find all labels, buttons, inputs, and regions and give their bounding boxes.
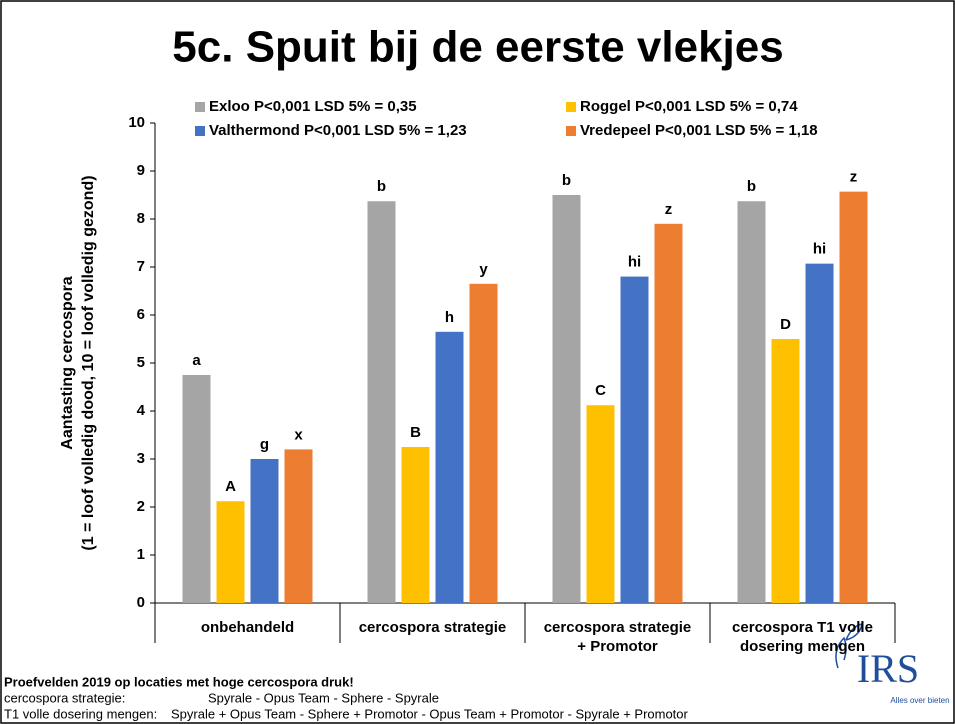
- x-tick-label: cercospora strategie: [544, 619, 692, 636]
- legend-swatch: [566, 102, 576, 112]
- bar: [654, 223, 683, 604]
- legend-swatch: [566, 126, 576, 136]
- footer-text: Spyrale + Opus Team - Sphere + Promotor …: [171, 706, 689, 721]
- x-tick-label: dosering mengen: [740, 638, 865, 655]
- bar: [737, 201, 766, 604]
- bar-letter: z: [850, 169, 858, 186]
- bar: [250, 459, 279, 603]
- legend-label: Valthermond P<0,001 LSD 5% = 1,23: [209, 122, 467, 139]
- y-tick-label: 4: [137, 402, 146, 419]
- bar-letter: b: [562, 172, 571, 189]
- logo-tagline: Alles over bieten: [890, 696, 949, 705]
- x-tick-label: cercospora strategie: [359, 619, 507, 636]
- bar-letter: hi: [813, 241, 826, 258]
- bar: [805, 263, 834, 603]
- bar-letter: hi: [628, 254, 641, 271]
- y-tick-label: 1: [137, 546, 145, 563]
- legend-swatch: [195, 126, 205, 136]
- logo-leaf: [835, 623, 863, 669]
- bar: [839, 191, 868, 603]
- bar-letter: g: [260, 436, 269, 453]
- bar: [182, 375, 211, 603]
- bar-letter: C: [595, 382, 606, 399]
- bar-letter: h: [445, 309, 454, 326]
- y-tick-label: 3: [137, 450, 145, 467]
- y-axis-label: Aantasting cercospora: [59, 276, 76, 449]
- bar: [216, 501, 245, 603]
- bar: [469, 283, 498, 603]
- bar: [586, 405, 615, 603]
- chart-title: 5c. Spuit bij de eerste vlekjes: [172, 23, 783, 72]
- y-tick-label: 0: [137, 594, 145, 611]
- bar: [435, 331, 464, 603]
- bar: [771, 339, 800, 603]
- x-tick-label: onbehandeld: [201, 619, 294, 636]
- x-tick-label: + Promotor: [577, 638, 658, 655]
- footer-heading: Proefvelden 2019 op locaties met hoge ce…: [4, 674, 354, 689]
- x-tick-label: cercospora T1 volle: [732, 619, 873, 636]
- bar: [367, 201, 396, 604]
- bar-letter: x: [294, 426, 303, 443]
- y-tick-label: 5: [137, 354, 145, 371]
- y-tick-label: 9: [137, 162, 145, 179]
- bar-letter: z: [665, 201, 673, 218]
- footer-term: T1 volle dosering mengen:: [4, 706, 157, 721]
- bar-letter: b: [377, 178, 386, 195]
- legend-label: Vredepeel P<0,001 LSD 5% = 1,18: [580, 122, 818, 139]
- bar: [620, 276, 649, 603]
- legend-swatch: [195, 102, 205, 112]
- legend-label: Roggel P<0,001 LSD 5% = 0,74: [580, 98, 798, 115]
- bar-letter: y: [479, 261, 488, 278]
- bar-letter: B: [410, 424, 421, 441]
- bar-letter: a: [192, 352, 201, 369]
- y-tick-label: 2: [137, 498, 145, 515]
- footer-text: Spyrale - Opus Team - Sphere - Spyrale: [208, 690, 439, 705]
- footer-term: cercospora strategie:: [4, 690, 125, 705]
- logo-name: IRS: [857, 646, 919, 691]
- y-tick-label: 6: [137, 306, 145, 323]
- bar-letter: D: [780, 316, 791, 333]
- bar: [401, 447, 430, 603]
- bar-letter: A: [225, 478, 236, 495]
- bar-letter: b: [747, 178, 756, 195]
- bar: [284, 449, 313, 603]
- y-tick-label: 7: [137, 258, 145, 275]
- legend-label: Exloo P<0,001 LSD 5% = 0,35: [209, 98, 417, 115]
- bar: [552, 195, 581, 603]
- y-tick-label: 10: [128, 114, 145, 131]
- y-tick-label: 8: [137, 210, 145, 227]
- y-axis-label: (1 = loof volledig dood, 10 = loof volle…: [80, 175, 97, 550]
